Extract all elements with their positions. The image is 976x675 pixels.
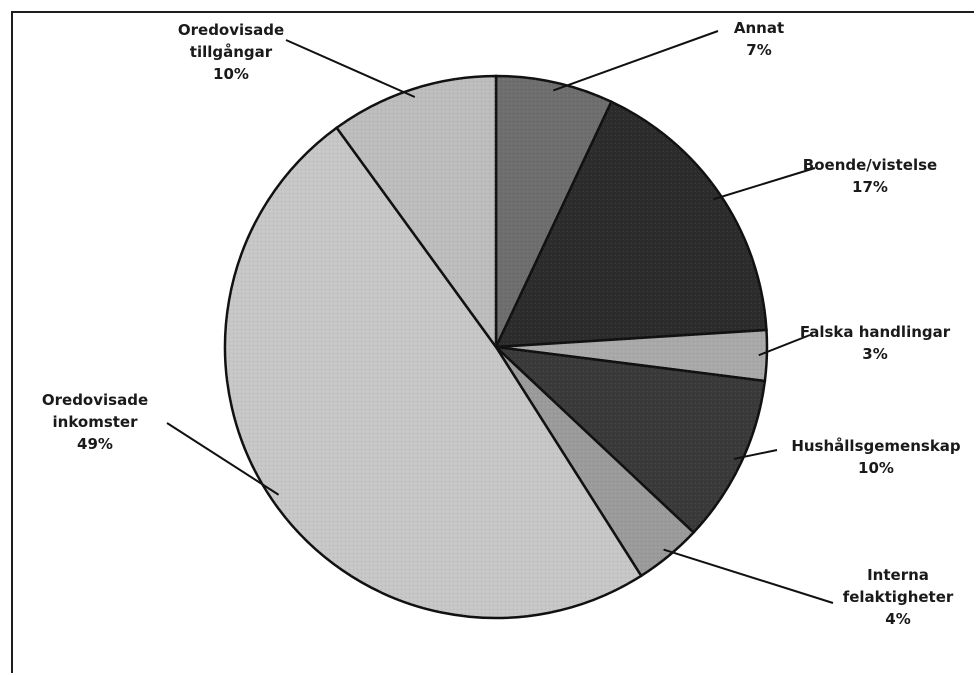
pie-chart: Annat 7% Boende/vistelse 17% Falska handling…: [42, 19, 961, 628]
slice-label-line: 10%: [213, 65, 249, 83]
slice-label-line: 3%: [862, 345, 887, 363]
pie-slice-texture: [225, 127, 642, 618]
slice-label-line: tillgångar: [190, 43, 273, 61]
slice-label-line: Oredovisade: [178, 21, 284, 39]
pie-slice-texture: [496, 347, 765, 533]
leader-line-hush-llsgemenskap: [733, 449, 778, 460]
pie-slice-texture: [496, 329, 767, 381]
slice-label-line: Hushållsgemenskap: [791, 437, 961, 455]
pie-slice-texture: [496, 76, 612, 347]
chart-frame: Annat 7% Boende/vistelse 17% Falska handling…: [11, 11, 974, 673]
leader-line-oredovisade-inkomster: [166, 422, 280, 496]
slice-label-line: 10%: [858, 459, 894, 477]
slice-label-oredovisade-tillg-ngar: Oredovisade tillgångar 10%: [178, 21, 284, 83]
pie-slice-texture: [336, 76, 496, 347]
leader-line-falska-handlingar: [758, 334, 811, 357]
slice-label-line: Annat: [734, 19, 784, 37]
leader-line-annat: [553, 30, 719, 92]
slice-label-hush-llsgemenskap: Hushållsgemenskap 10%: [791, 437, 961, 477]
slice-label-line: 17%: [852, 178, 888, 196]
slice-label-boende-vistelse: Boende/vistelse 17%: [803, 156, 937, 196]
leader-line-boende-vistelse: [713, 167, 816, 201]
slice-label-interna-felaktigheter: Interna felaktigheter 4%: [843, 566, 954, 628]
slice-label-line: Falska handlingar: [800, 323, 951, 341]
slice-label-line: Interna: [867, 566, 929, 584]
slice-label-falska-handlingar: Falska handlingar 3%: [800, 323, 951, 363]
slice-label-line: Oredovisade: [42, 391, 148, 409]
pie-slice-texture: [496, 101, 767, 347]
slice-label-line: 49%: [77, 435, 113, 453]
slice-label-oredovisade-inkomster: Oredovisade inkomster 49%: [42, 391, 148, 453]
slice-label-line: 4%: [885, 610, 910, 628]
leader-line-oredovisade-tillg-ngar: [285, 39, 416, 98]
slice-label-line: Boende/vistelse: [803, 156, 937, 174]
pie-slice-texture: [496, 347, 694, 576]
slice-label-line: 7%: [746, 41, 771, 59]
slice-label-annat: Annat 7%: [734, 19, 784, 59]
slice-label-line: felaktigheter: [843, 588, 954, 606]
leader-line-interna-felaktigheter: [663, 548, 834, 604]
slice-label-line: inkomster: [53, 413, 139, 431]
